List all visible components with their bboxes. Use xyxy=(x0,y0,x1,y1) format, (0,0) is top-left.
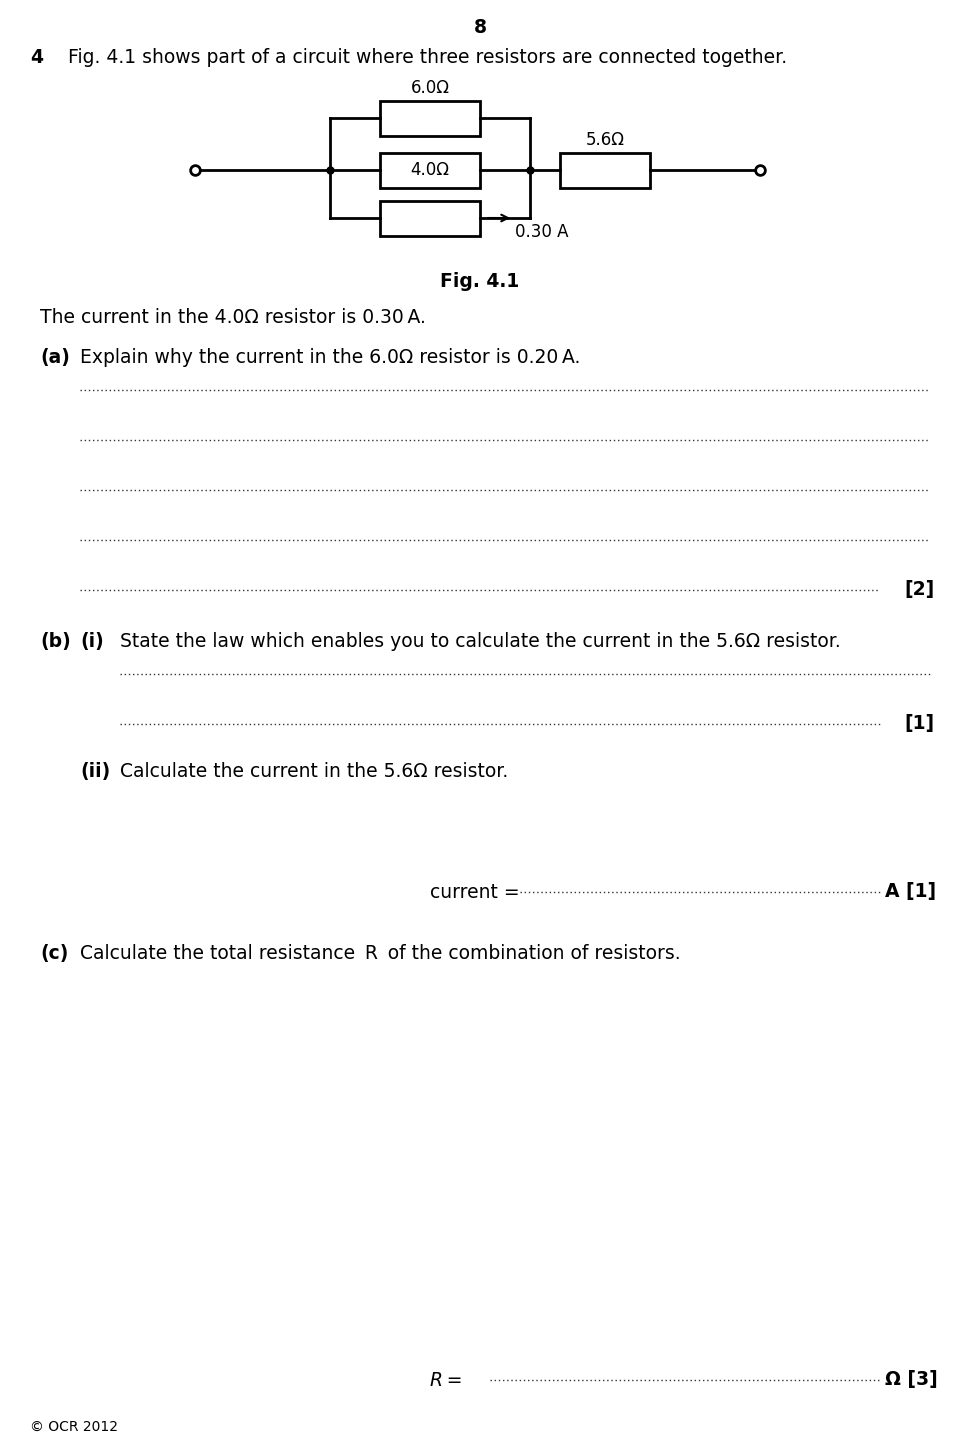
Text: © OCR 2012: © OCR 2012 xyxy=(30,1420,118,1435)
Text: Calculate the current in the 5.6Ω resistor.: Calculate the current in the 5.6Ω resist… xyxy=(120,763,508,781)
Text: 0.30 A: 0.30 A xyxy=(515,223,568,241)
Text: A [1]: A [1] xyxy=(885,883,936,902)
Text: 4: 4 xyxy=(30,47,43,67)
Bar xyxy=(560,154,650,188)
Bar xyxy=(380,201,480,236)
Text: State the law which enables you to calculate the current in the 5.6Ω resistor.: State the law which enables you to calcu… xyxy=(120,632,841,651)
Text: 4.0Ω: 4.0Ω xyxy=(411,161,449,180)
Text: Ω [3]: Ω [3] xyxy=(885,1370,938,1390)
Text: (ii): (ii) xyxy=(80,763,110,781)
Text: [2]: [2] xyxy=(904,580,935,599)
Text: current =: current = xyxy=(430,883,526,902)
Text: 6.0Ω: 6.0Ω xyxy=(411,79,449,98)
Bar xyxy=(380,101,480,136)
Text: (b): (b) xyxy=(40,632,71,651)
Text: Explain why the current in the 6.0Ω resistor is 0.20 A.: Explain why the current in the 6.0Ω resi… xyxy=(80,348,581,368)
Text: Fig. 4.1: Fig. 4.1 xyxy=(441,271,519,292)
Text: (c): (c) xyxy=(40,943,68,964)
Text: (i): (i) xyxy=(80,632,104,651)
Text: (a): (a) xyxy=(40,348,70,368)
Text: [1]: [1] xyxy=(905,715,935,734)
Text: The current in the 4.0Ω resistor is 0.30 A.: The current in the 4.0Ω resistor is 0.30… xyxy=(40,307,426,327)
Text: Calculate the total resistance  R  of the combination of resistors.: Calculate the total resistance R of the … xyxy=(80,943,681,964)
Text: 8: 8 xyxy=(473,19,487,37)
Text: Fig. 4.1 shows part of a circuit where three resistors are connected together.: Fig. 4.1 shows part of a circuit where t… xyxy=(68,47,787,67)
Text: 5.6Ω: 5.6Ω xyxy=(586,131,625,149)
Text: R =: R = xyxy=(430,1370,463,1390)
Bar xyxy=(380,154,480,188)
